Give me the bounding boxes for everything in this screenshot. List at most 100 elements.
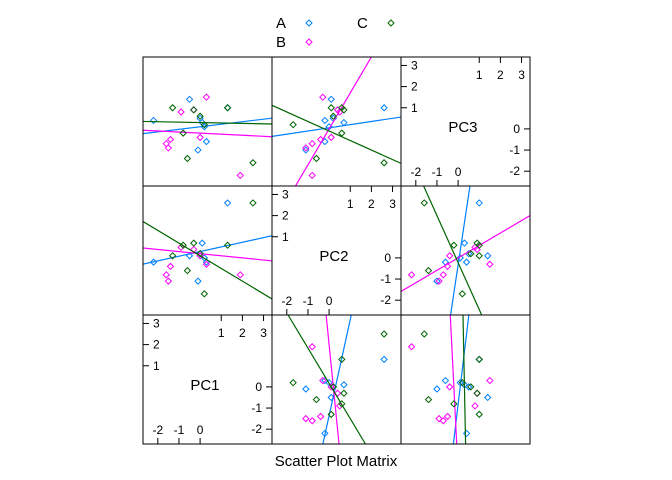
tick-label-left: 1	[282, 230, 289, 244]
point-c	[458, 378, 467, 387]
point-b	[202, 260, 211, 268]
point-a	[223, 104, 232, 112]
point-c	[450, 400, 458, 408]
legend-label-c: C	[357, 15, 368, 32]
point-a	[202, 137, 211, 146]
point-a	[433, 385, 441, 393]
point-c	[183, 154, 192, 163]
point-c	[196, 249, 204, 258]
fit-line-c	[143, 221, 272, 300]
point-c	[450, 241, 458, 249]
point-b	[443, 262, 452, 271]
point-b	[445, 383, 454, 391]
tick-label-bottom: -1	[303, 294, 314, 308]
point-b	[319, 376, 327, 385]
point-b	[236, 171, 244, 180]
point-b	[333, 389, 342, 397]
point-b	[319, 93, 327, 101]
point-a	[327, 95, 335, 104]
point-a	[475, 199, 483, 207]
panel-border	[271, 56, 402, 187]
fit-line-a	[143, 235, 272, 265]
point-b	[202, 93, 211, 101]
legend-marker-b	[305, 38, 313, 46]
point-c	[249, 199, 257, 207]
point-b	[166, 135, 175, 144]
tick-label-top: 1	[476, 68, 483, 82]
point-b	[308, 343, 316, 351]
fit-line-a	[272, 116, 401, 138]
tick-label-top: 3	[260, 326, 267, 340]
tick-label-top: 3	[389, 197, 396, 211]
point-c	[200, 120, 209, 129]
point-a	[149, 258, 158, 266]
panel-1-2	[400, 185, 531, 316]
point-a	[327, 393, 335, 402]
legend: AB C	[276, 15, 395, 51]
point-a	[460, 239, 469, 247]
panel-2-1	[271, 314, 402, 445]
tick-label-left: 2	[282, 209, 289, 223]
tick-label-right: -2	[509, 164, 520, 178]
legend-marker-c	[387, 19, 395, 27]
tick-label-right: 0	[384, 251, 391, 265]
point-c	[424, 266, 433, 275]
tick-label-right: -2	[251, 422, 262, 436]
tick-label-right: -2	[380, 293, 391, 307]
point-a	[223, 199, 232, 207]
point-b	[439, 271, 448, 279]
point-a	[475, 355, 483, 364]
tick-label-bottom: -2	[152, 423, 163, 437]
fit-line-c	[143, 120, 272, 125]
point-c	[473, 239, 481, 247]
panel-2-2	[400, 314, 531, 445]
point-c	[338, 129, 346, 137]
point-c	[179, 129, 187, 137]
point-a	[198, 239, 206, 247]
point-a	[302, 385, 310, 393]
tick-label-bottom: -2	[281, 294, 292, 308]
point-b	[308, 417, 316, 425]
point-b	[439, 417, 448, 425]
tick-label-top: 1	[218, 326, 225, 340]
point-b	[166, 262, 175, 271]
point-a	[194, 277, 202, 285]
point-c	[420, 330, 428, 338]
point-a	[380, 355, 388, 364]
point-c	[223, 241, 232, 249]
point-c	[475, 410, 483, 419]
point-c	[458, 290, 467, 298]
point-c	[329, 383, 338, 391]
point-a	[464, 383, 473, 391]
tick-label-bottom: -2	[410, 165, 421, 179]
tick-label-left: 1	[411, 101, 418, 115]
tick-label-right: 0	[255, 380, 262, 394]
point-c	[473, 389, 481, 397]
point-b	[407, 343, 416, 351]
point-b	[164, 144, 173, 152]
fit-line-c	[272, 104, 401, 164]
point-b	[435, 277, 443, 285]
point-b	[471, 402, 479, 410]
point-b	[177, 108, 185, 116]
point-b	[327, 383, 335, 391]
point-b	[164, 277, 173, 285]
tick-label-right: 0	[513, 122, 520, 136]
point-c	[179, 241, 187, 249]
fit-line-b	[449, 315, 458, 444]
tick-label-left: 1	[153, 359, 160, 373]
tick-label-bottom: 0	[326, 294, 333, 308]
fit-line-a	[322, 315, 352, 444]
panel-border	[400, 185, 531, 316]
point-a	[321, 429, 329, 438]
fit-line-a	[449, 186, 471, 315]
point-b	[316, 135, 325, 144]
point-b	[302, 414, 310, 423]
point-c	[289, 378, 297, 387]
tick-label-left: 3	[153, 316, 160, 330]
point-c	[312, 154, 321, 163]
tick-label-left: 3	[282, 187, 289, 201]
point-c	[329, 112, 338, 120]
